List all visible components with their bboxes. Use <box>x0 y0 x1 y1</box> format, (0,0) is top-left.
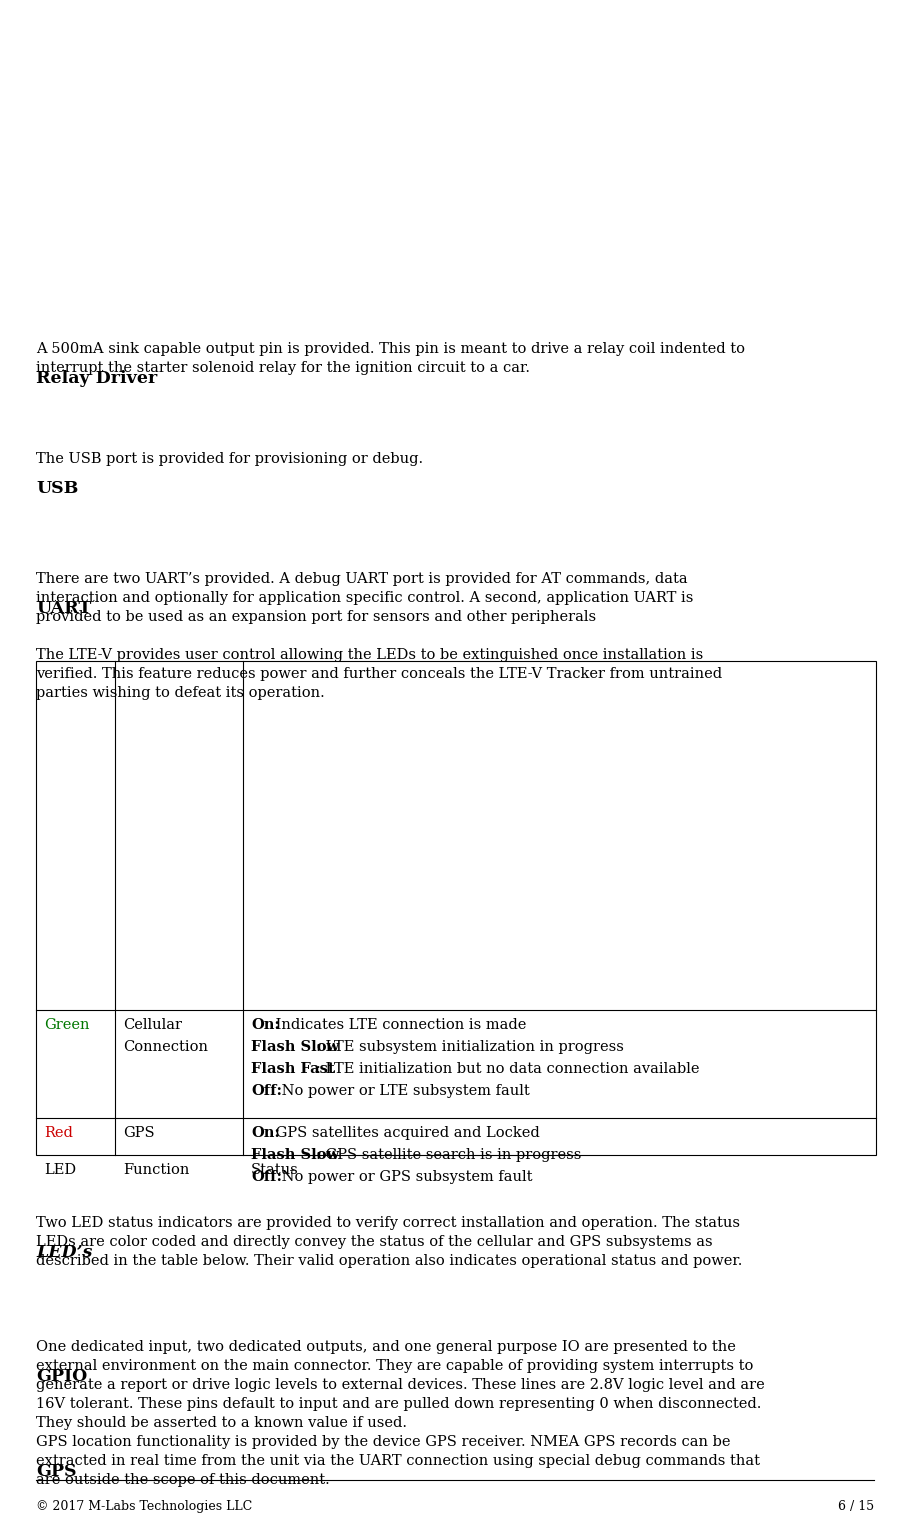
Text: are outside the scope of this document.: are outside the scope of this document. <box>36 1473 329 1487</box>
Text: USB: USB <box>36 480 78 497</box>
Text: Off:: Off: <box>251 1170 282 1184</box>
Text: generate a report or drive logic levels to external devices. These lines are 2.8: generate a report or drive logic levels … <box>36 1379 764 1392</box>
Text: 6 / 15: 6 / 15 <box>838 1500 874 1512</box>
Text: parties wishing to defeat its operation.: parties wishing to defeat its operation. <box>36 686 325 701</box>
Text: Flash Fast: Flash Fast <box>251 1062 335 1076</box>
Text: GPS location functionality is provided by the device GPS receiver. NMEA GPS reco: GPS location functionality is provided b… <box>36 1435 731 1449</box>
Text: Cellular: Cellular <box>123 1018 182 1032</box>
Text: UART: UART <box>36 600 91 617</box>
Text: LED’s: LED’s <box>36 1243 93 1262</box>
Text: 16V tolerant. These pins default to input and are pulled down representing 0 whe: 16V tolerant. These pins default to inpu… <box>36 1397 762 1411</box>
Text: A 500mA sink capable output pin is provided. This pin is meant to drive a relay : A 500mA sink capable output pin is provi… <box>36 342 745 356</box>
Text: external environment on the main connector. They are capable of providing system: external environment on the main connect… <box>36 1359 753 1373</box>
Text: No power or LTE subsystem fault: No power or LTE subsystem fault <box>277 1084 530 1097</box>
Text: : GPS satellite search is in progress: : GPS satellite search is in progress <box>316 1148 581 1161</box>
Text: Green: Green <box>44 1018 89 1032</box>
Text: On:: On: <box>251 1126 280 1140</box>
Text: GPIO: GPIO <box>36 1368 87 1385</box>
Text: Status: Status <box>251 1163 298 1176</box>
Text: verified. This feature reduces power and further conceals the LTE-V Tracker from: verified. This feature reduces power and… <box>36 667 723 681</box>
Text: GPS satellites acquired and Locked: GPS satellites acquired and Locked <box>270 1126 540 1140</box>
Text: Function: Function <box>123 1163 189 1176</box>
Text: interaction and optionally for application specific control. A second, applicati: interaction and optionally for applicati… <box>36 591 693 605</box>
Text: No power or GPS subsystem fault: No power or GPS subsystem fault <box>277 1170 532 1184</box>
Text: Two LED status indicators are provided to verify correct installation and operat: Two LED status indicators are provided t… <box>36 1216 740 1230</box>
Bar <box>36 661 876 1155</box>
Text: interrupt the starter solenoid relay for the ignition circuit to a car.: interrupt the starter solenoid relay for… <box>36 362 530 375</box>
Text: Off:: Off: <box>251 1084 282 1097</box>
Text: Flash Slow: Flash Slow <box>251 1040 339 1053</box>
Text: The LTE-V provides user control allowing the LEDs to be extinguished once instal: The LTE-V provides user control allowing… <box>36 648 703 663</box>
Text: GPS: GPS <box>36 1462 76 1480</box>
Text: There are two UART’s provided. A debug UART port is provided for AT commands, da: There are two UART’s provided. A debug U… <box>36 572 688 587</box>
Text: LEDs are color coded and directly convey the status of the cellular and GPS subs: LEDs are color coded and directly convey… <box>36 1234 713 1249</box>
Text: : LTE subsystem initialization in progress: : LTE subsystem initialization in progre… <box>316 1040 624 1053</box>
Text: Connection: Connection <box>123 1040 208 1053</box>
Text: On:: On: <box>251 1018 280 1032</box>
Text: provided to be used as an expansion port for sensors and other peripherals: provided to be used as an expansion port… <box>36 610 596 625</box>
Text: LED: LED <box>44 1163 76 1176</box>
Text: extracted in real time from the unit via the UART connection using special debug: extracted in real time from the unit via… <box>36 1455 760 1468</box>
Text: They should be asserted to a known value if used.: They should be asserted to a known value… <box>36 1417 407 1430</box>
Text: One dedicated input, two dedicated outputs, and one general purpose IO are prese: One dedicated input, two dedicated outpu… <box>36 1341 736 1354</box>
Text: GPS: GPS <box>123 1126 155 1140</box>
Text: described in the table below. Their valid operation also indicates operational s: described in the table below. Their vali… <box>36 1254 743 1268</box>
Text: © 2017 M-Labs Technologies LLC: © 2017 M-Labs Technologies LLC <box>36 1500 252 1512</box>
Text: Flash Slow: Flash Slow <box>251 1148 339 1161</box>
Text: The USB port is provided for provisioning or debug.: The USB port is provided for provisionin… <box>36 451 423 467</box>
Text: Relay Driver: Relay Driver <box>36 369 157 388</box>
Text: : LTE initialization but no data connection available: : LTE initialization but no data connect… <box>316 1062 700 1076</box>
Text: Indicates LTE connection is made: Indicates LTE connection is made <box>270 1018 526 1032</box>
Text: Red: Red <box>44 1126 73 1140</box>
